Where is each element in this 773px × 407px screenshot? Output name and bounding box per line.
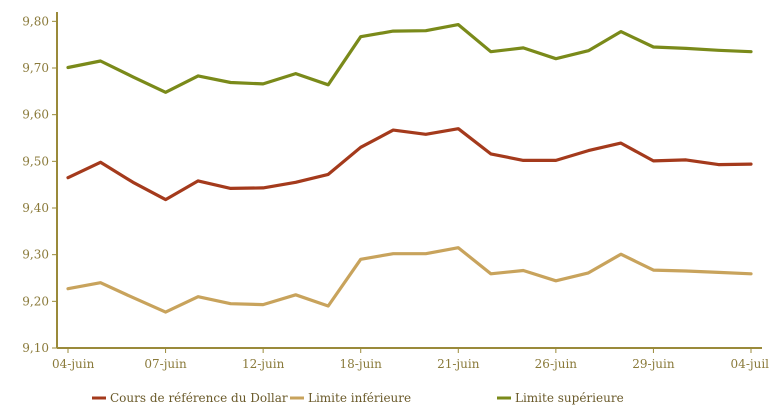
data-point — [717, 163, 720, 166]
data-point — [359, 146, 362, 149]
data-point — [164, 91, 167, 94]
data-point — [196, 74, 200, 78]
legend-label: Cours de référence du Dollar — [110, 391, 288, 405]
data-point — [652, 159, 655, 163]
data-point — [522, 46, 525, 50]
y-axis: 9,10 9,20 9,30 9,40 9,50 9,60 9,70 9,80 — [22, 12, 58, 355]
data-point — [66, 287, 70, 290]
data-point — [457, 127, 460, 130]
data-point — [652, 268, 655, 272]
data-point — [196, 295, 200, 298]
data-point — [489, 272, 493, 275]
y-tick-label: 9,50 — [22, 154, 49, 168]
data-point — [261, 82, 265, 86]
data-point — [196, 179, 200, 183]
data-point — [522, 159, 525, 162]
x-tick-label: 04-juil — [731, 357, 770, 371]
x-tick-label: 04-juin — [52, 357, 95, 371]
data-point — [457, 23, 460, 26]
legend-label: Limite supérieure — [515, 391, 624, 405]
x-tick-label: 26-juin — [535, 357, 578, 371]
data-point — [717, 49, 720, 52]
series-line-1 — [66, 127, 753, 202]
data-point — [717, 271, 720, 274]
x-tick-label: 29-juin — [632, 357, 675, 371]
data-point — [294, 72, 297, 75]
data-point — [229, 187, 232, 190]
x-tick-label: 21-juin — [437, 357, 480, 371]
data-point — [326, 173, 330, 176]
data-point — [749, 162, 753, 166]
x-tick-label: 12-juin — [242, 357, 285, 371]
data-point — [587, 49, 590, 52]
data-point — [424, 29, 427, 32]
data-point — [261, 186, 265, 190]
legend: Cours de référence du Dollar Limite infér… — [92, 391, 624, 405]
x-axis: 04-juin 07-juin 12-juin 18-juin 21-juin 26-ju… — [52, 347, 770, 371]
data-point — [99, 281, 102, 284]
data-point — [131, 75, 135, 79]
series-group — [66, 23, 753, 314]
x-tick-label: 18-juin — [340, 357, 383, 371]
data-point — [619, 253, 623, 256]
data-point — [424, 252, 427, 255]
data-point — [457, 246, 460, 249]
data-point — [684, 269, 688, 273]
y-tick-label: 9,10 — [22, 341, 49, 355]
data-point — [359, 258, 362, 261]
data-point — [392, 252, 395, 255]
data-point — [424, 133, 427, 136]
data-point — [489, 152, 493, 156]
series-line-2 — [66, 246, 753, 314]
data-point — [587, 271, 590, 275]
data-point — [294, 293, 297, 296]
data-point — [619, 30, 623, 33]
data-point — [261, 303, 265, 306]
x-tick-label: 07-juin — [144, 357, 187, 371]
data-point — [229, 302, 232, 305]
data-point — [99, 59, 102, 63]
y-tick-label: 9,70 — [22, 61, 49, 75]
data-point — [554, 279, 558, 282]
data-point — [652, 45, 655, 49]
data-point — [326, 83, 330, 87]
data-point — [619, 141, 623, 145]
data-point — [164, 310, 167, 314]
series-line-3 — [66, 23, 753, 94]
y-tick-label: 9,80 — [22, 14, 49, 28]
data-point — [326, 304, 330, 308]
data-point — [522, 269, 525, 272]
data-point — [392, 29, 395, 33]
data-point — [229, 81, 232, 84]
data-point — [489, 50, 493, 53]
data-point — [587, 149, 590, 152]
data-point — [392, 128, 395, 132]
data-point — [749, 50, 753, 53]
data-point — [66, 66, 70, 69]
y-tick-label: 9,30 — [22, 248, 49, 262]
data-point — [554, 57, 558, 60]
data-point — [131, 181, 135, 184]
y-tick-label: 9,40 — [22, 201, 49, 215]
legend-label: Limite inférieure — [308, 391, 411, 405]
data-point — [164, 198, 167, 201]
data-point — [749, 272, 753, 275]
data-point — [554, 159, 558, 162]
y-tick-label: 9,60 — [22, 108, 49, 122]
data-point — [131, 296, 135, 299]
data-point — [684, 47, 688, 50]
data-point — [99, 161, 102, 164]
y-tick-label: 9,20 — [22, 294, 49, 308]
data-point — [684, 158, 688, 162]
data-point — [66, 176, 70, 179]
data-point — [359, 35, 362, 38]
data-point — [294, 181, 297, 184]
